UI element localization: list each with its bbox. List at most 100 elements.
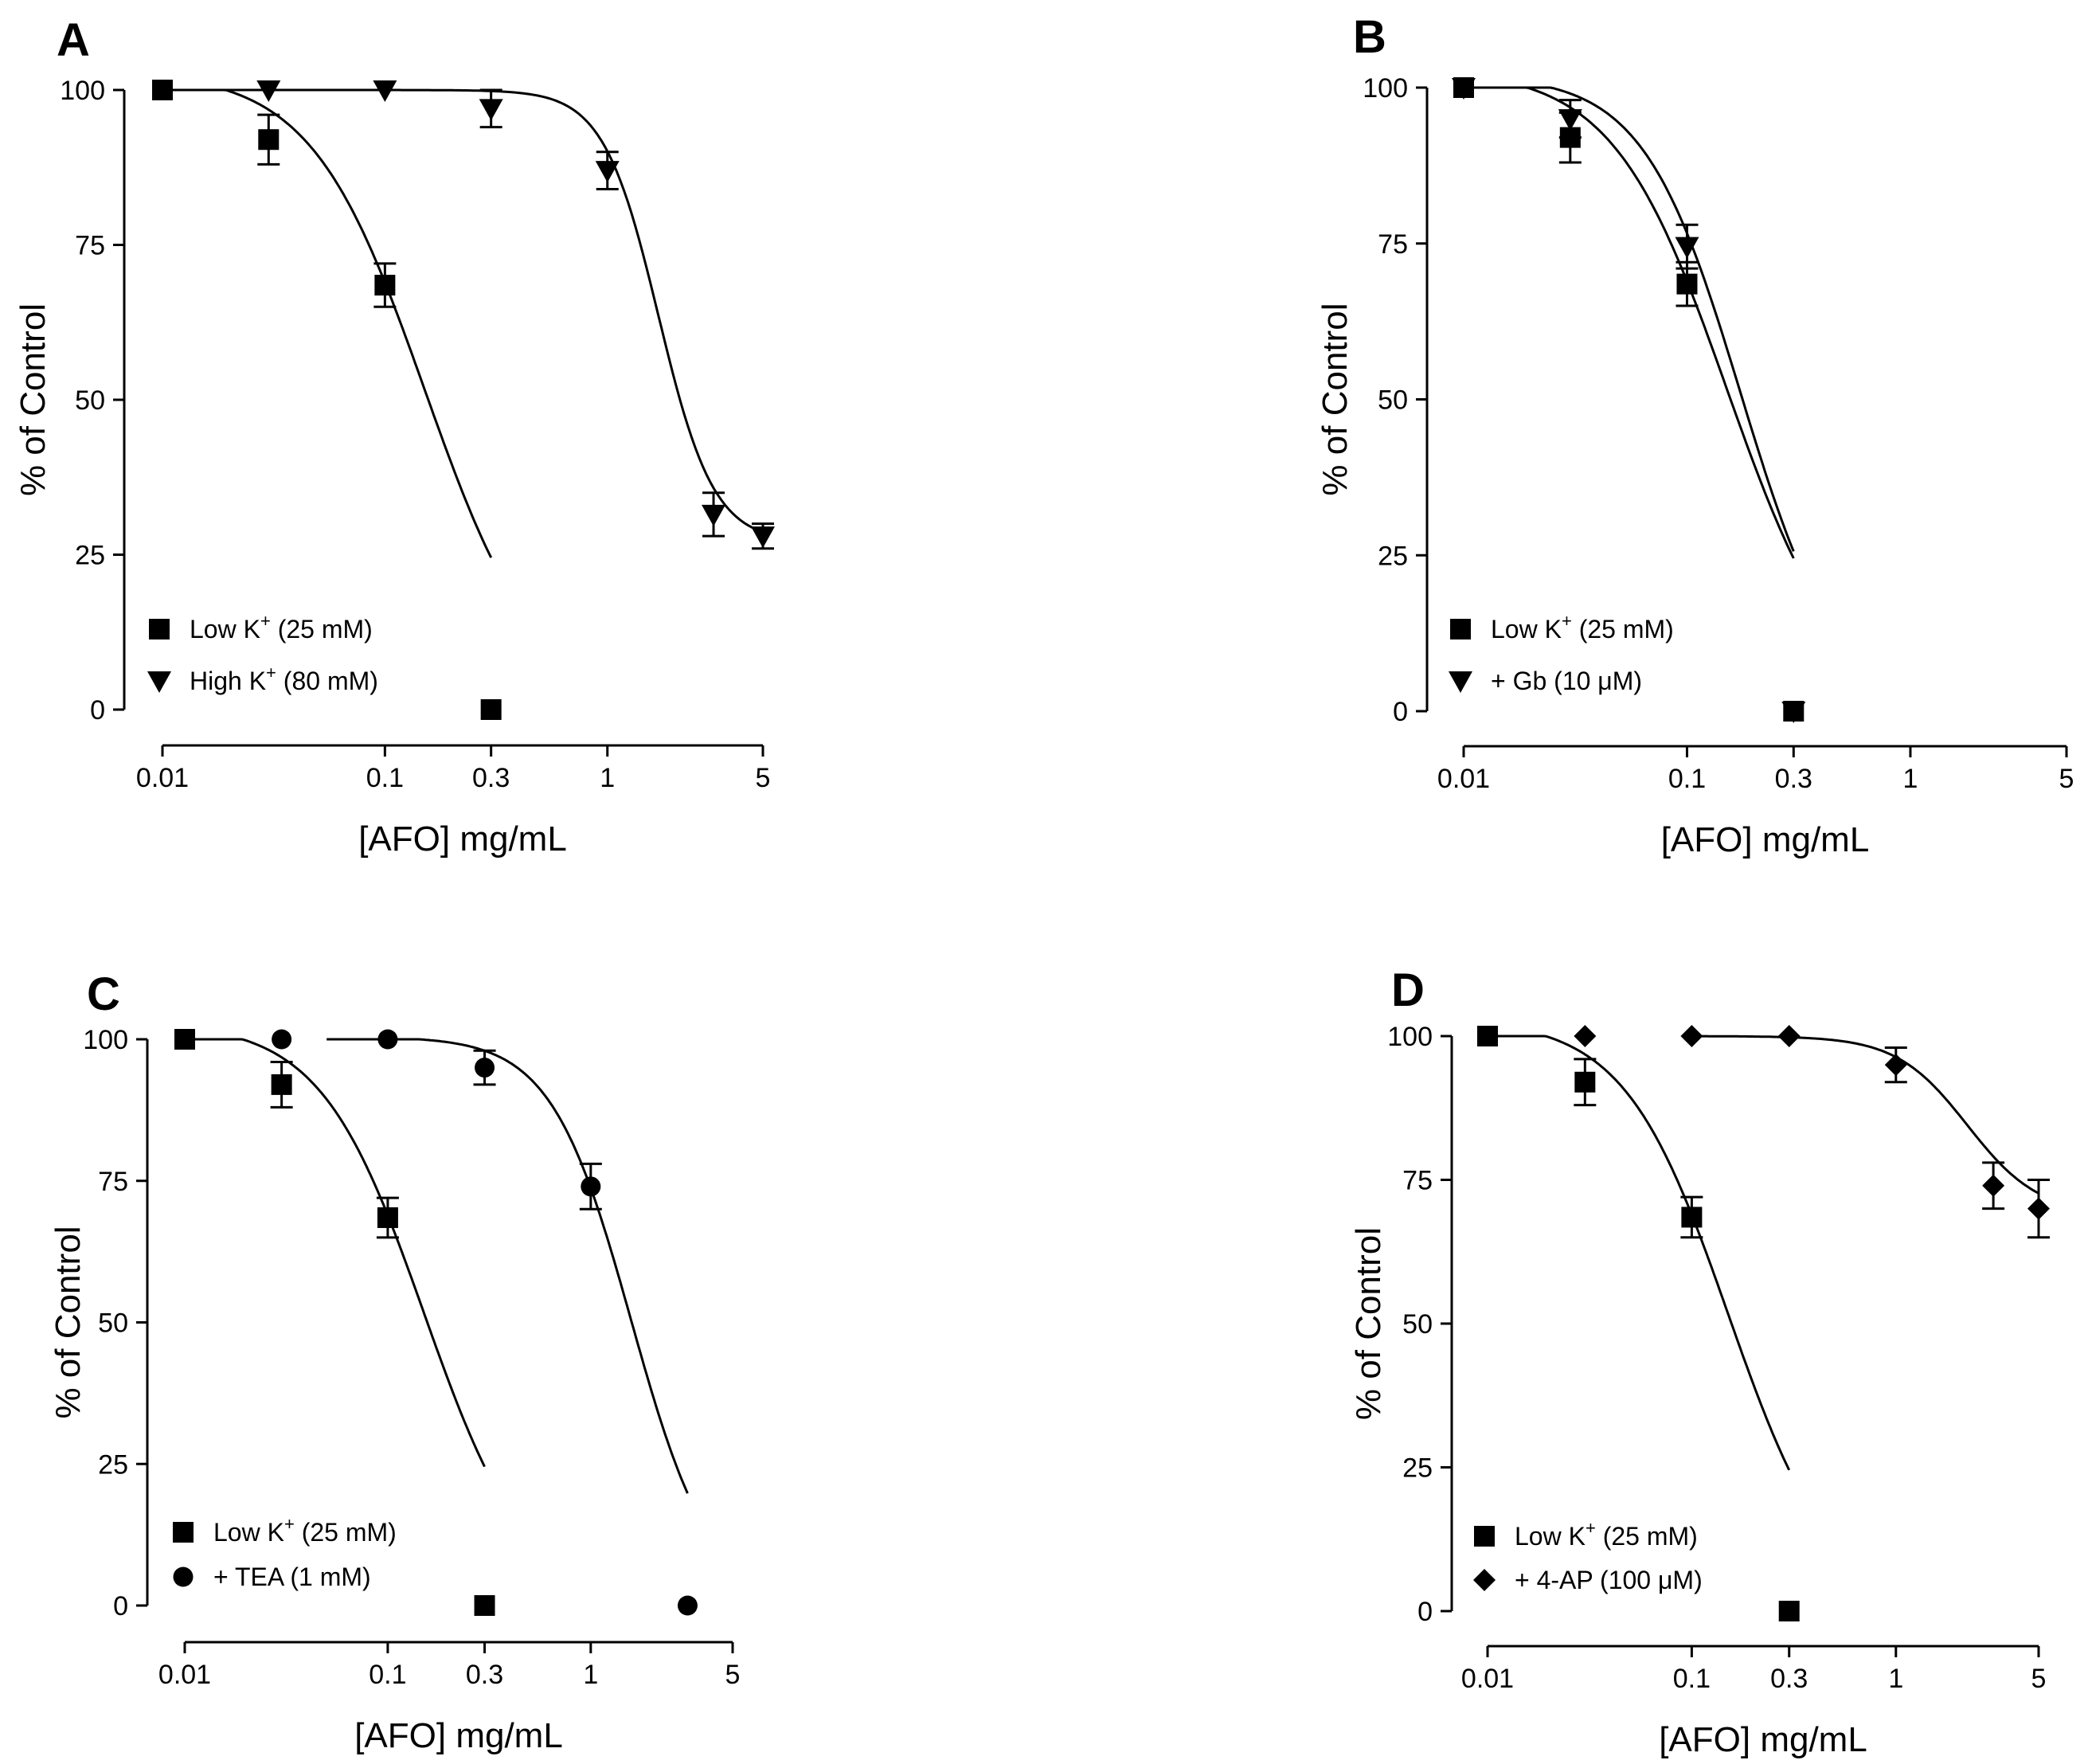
legend-label-main: + TEA (1 mM): [213, 1563, 371, 1591]
legend-label: Low K+ (25 mM): [213, 1514, 397, 1547]
series-1: [1477, 1026, 1800, 1621]
y-tick-label: 100: [1363, 73, 1408, 104]
legend-label-tail: (25 mM): [295, 1518, 397, 1547]
legend-label-main: Low K: [1491, 615, 1562, 643]
legend-label-sup: +: [1562, 611, 1572, 631]
data-point: [1574, 1071, 1596, 1093]
x-tick-label: 5: [2031, 1664, 2047, 1694]
data-point: [751, 526, 775, 549]
data-point: [581, 1176, 601, 1197]
x-axis-title: [AFO] mg/mL: [1661, 820, 1870, 859]
data-point: [271, 1074, 292, 1095]
y-tick-label: 0: [113, 1591, 128, 1621]
x-tick-label: 0.1: [369, 1660, 406, 1690]
legend-label-main: + 4-AP (100 μM): [1515, 1566, 1703, 1594]
legend-label-main: + Gb (10 μM): [1491, 667, 1642, 695]
y-tick-label: 100: [83, 1025, 128, 1055]
data-point: [1681, 1207, 1703, 1228]
panel-c: C 0 25 50 75 100 % of Control 0.01 0.1 0.3 1 5 [AFO]…: [49, 968, 740, 1755]
legend-symbol: [1473, 1569, 1496, 1591]
legend-symbol: [173, 1522, 194, 1543]
legend-label: High K+ (80 mM): [190, 663, 378, 695]
legend-entry: Low K+ (25 mM): [1474, 1518, 1698, 1551]
data-point: [1574, 1025, 1597, 1047]
y-tick-label: 50: [98, 1308, 128, 1339]
fit-curve: [1464, 86, 1795, 559]
data-point: [1675, 237, 1699, 259]
legend-label-sup: +: [266, 663, 276, 683]
x-tick-label: 0.01: [136, 763, 189, 793]
data-point: [174, 1029, 195, 1050]
legend-entry: + Gb (10 μM): [1449, 667, 1642, 695]
x-tick-label: 1: [583, 1660, 598, 1690]
legend-entry: High K+ (80 mM): [147, 663, 378, 695]
y-tick-label: 100: [1387, 1022, 1433, 1052]
data-point: [1680, 1025, 1703, 1047]
legend-label-sup: +: [284, 1514, 295, 1534]
legend-label-main: Low K: [190, 615, 260, 643]
legend-label: + 4-AP (100 μM): [1515, 1566, 1703, 1594]
panel-letter: A: [57, 14, 90, 66]
x-tick-label: 0.3: [1775, 764, 1812, 794]
y-axis-title: % of Control: [1349, 1227, 1388, 1420]
x-tick-label: 0.01: [158, 1660, 211, 1690]
legend-symbol: [1450, 619, 1471, 639]
legend-label-tail: (25 mM): [271, 615, 373, 643]
fit-curve: [162, 88, 493, 558]
x-tick-label: 0.01: [1437, 764, 1490, 794]
x-tick-label: 0.1: [1668, 764, 1706, 794]
panel-d: D 0 25 50 75 100 % of Control 0.01 0.1 0.3 1 5 [AFO]…: [1349, 964, 2050, 1759]
data-point: [373, 80, 397, 102]
data-point: [474, 1595, 495, 1616]
panel-a: A 0 25 50 75 100 % of Control 0.01 0.1 0.3 1 5 [AFO]…: [14, 14, 775, 859]
y-tick-label: 25: [1402, 1453, 1433, 1484]
data-point: [1778, 1601, 1800, 1621]
data-point: [377, 1029, 398, 1050]
x-tick-label: 0.01: [1461, 1664, 1514, 1694]
legend-entry: + TEA (1 mM): [173, 1563, 371, 1591]
data-point: [1477, 1026, 1498, 1046]
y-tick-label: 75: [1378, 229, 1408, 260]
series-2: [1452, 78, 1806, 723]
legend-symbol: [1449, 671, 1472, 693]
y-tick-label: 50: [1402, 1309, 1433, 1340]
x-tick-label: 0.3: [1770, 1664, 1808, 1694]
data-point: [377, 1207, 398, 1228]
fit-curve: [1464, 86, 1795, 552]
fit-curve: [1691, 1035, 2039, 1195]
x-axis-title: [AFO] mg/mL: [1659, 1720, 1867, 1759]
data-point: [677, 1595, 698, 1616]
legend-label-main: Low K: [1515, 1522, 1586, 1551]
legend-label: Low K+ (25 mM): [1515, 1518, 1698, 1551]
legend-entry: Low K+ (25 mM): [173, 1514, 397, 1547]
x-tick-label: 0.3: [472, 763, 510, 793]
legend-label-sup: +: [1586, 1518, 1596, 1538]
x-tick-label: 1: [600, 763, 615, 793]
y-tick-label: 75: [98, 1167, 128, 1197]
y-axis-title: % of Control: [1316, 303, 1355, 495]
y-axis-title: % of Control: [14, 303, 53, 496]
legend-label: + TEA (1 mM): [213, 1563, 371, 1591]
x-tick-label: 5: [756, 763, 771, 793]
data-point: [1558, 109, 1582, 131]
x-tick-label: 5: [2059, 764, 2074, 794]
data-point: [475, 1058, 495, 1078]
x-tick-label: 0.3: [466, 1660, 503, 1690]
fit-curve: [185, 1038, 486, 1468]
data-point: [1777, 1025, 1801, 1047]
fit-curve: [326, 1038, 689, 1494]
y-tick-label: 75: [1402, 1166, 1433, 1196]
x-tick-label: 1: [1888, 1664, 1903, 1694]
x-tick-label: 0.1: [1673, 1664, 1711, 1694]
legend-symbol: [147, 671, 171, 693]
x-tick-label: 1: [1902, 764, 1918, 794]
data-point: [702, 504, 726, 526]
y-tick-label: 50: [1378, 385, 1408, 416]
y-tick-label: 0: [1393, 697, 1408, 727]
data-point: [1452, 78, 1476, 100]
fit-curve: [162, 88, 764, 534]
legend-label-main: High K: [190, 667, 266, 695]
data-point: [272, 1029, 292, 1050]
data-point: [479, 99, 503, 121]
